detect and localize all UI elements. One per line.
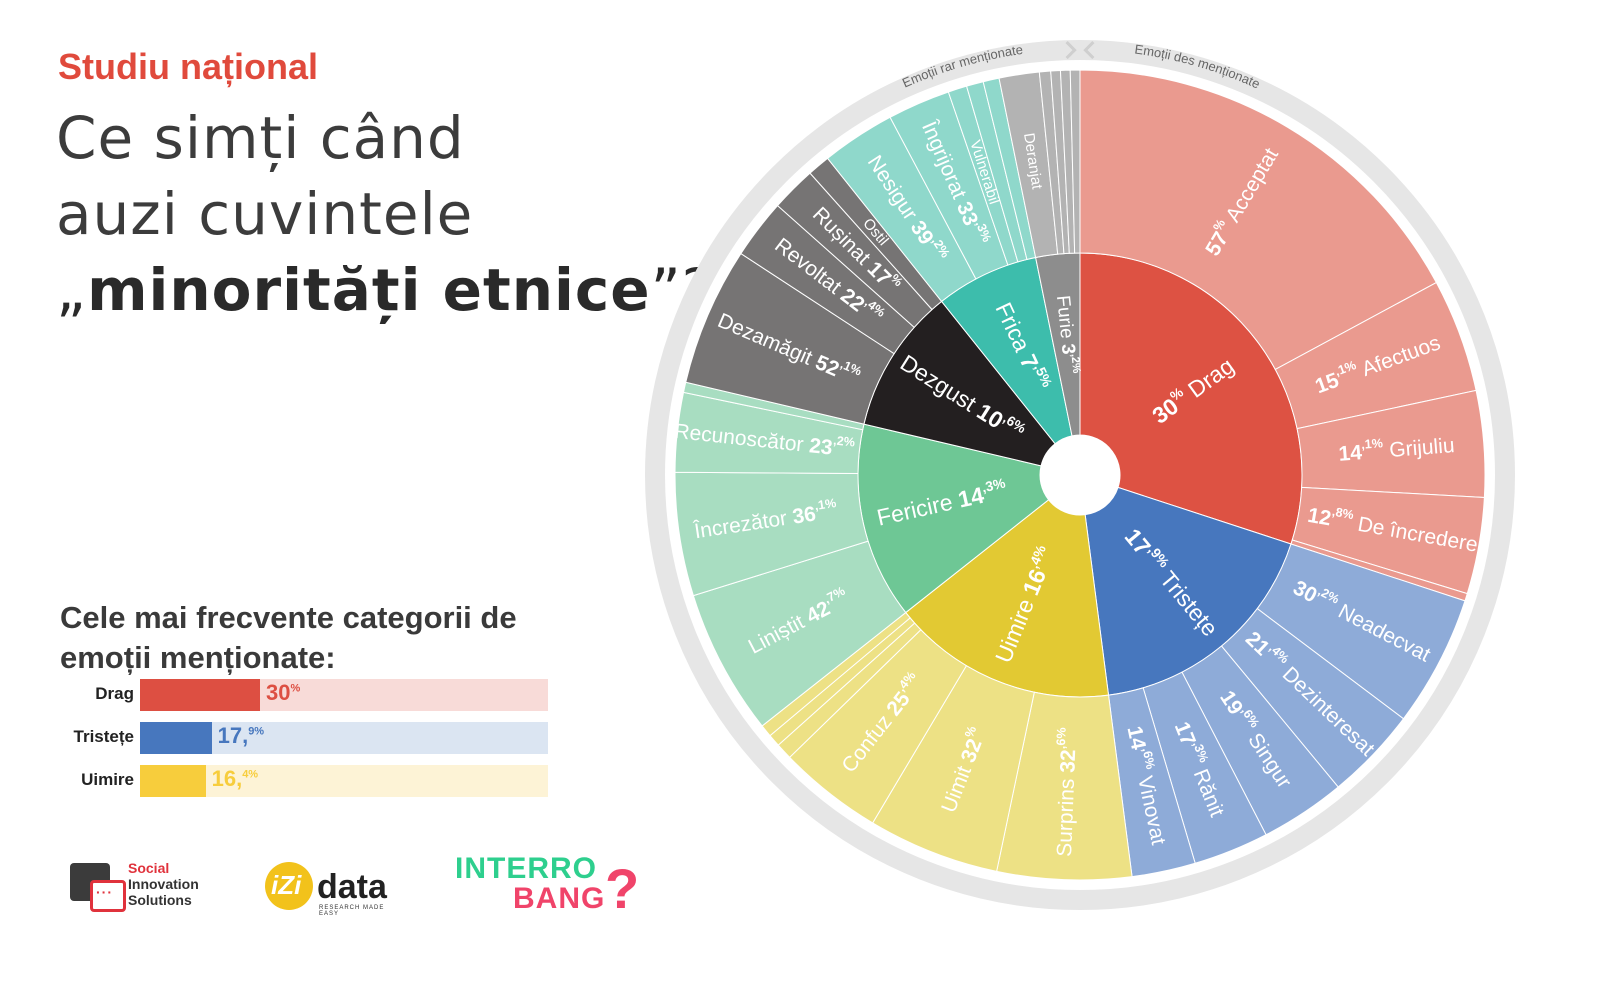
- category-label: Grijuliu: [1388, 434, 1455, 462]
- subcategory-label: Surprins 32,6%: [1050, 727, 1081, 857]
- top-category-value: 17,9%: [217, 723, 265, 748]
- subcategory-slice: [1069, 69, 1081, 254]
- value-suffix: ,3%: [980, 475, 1006, 495]
- question-open-quote: „: [56, 256, 88, 324]
- logo-text: INTERRO: [455, 852, 597, 885]
- subcategory-label: 14,1% Grijuliu: [1337, 431, 1455, 465]
- top-category-row: Tristețe 17,9%: [40, 722, 550, 754]
- social-innovation-solutions-logo: ··· Social Innovation Solutions: [68, 860, 238, 918]
- value-label: 14: [1123, 724, 1150, 752]
- arrow-right-icon: [1065, 41, 1077, 60]
- logo-tagline: RESEARCH MADE EASY: [319, 905, 385, 917]
- interrobang-logo: INTERRO BANG ?: [455, 852, 645, 920]
- value-label: 23: [808, 434, 834, 459]
- logo-text: data: [317, 868, 387, 906]
- dots-icon: ···: [96, 884, 113, 900]
- top-category-row: Drag 30%: [40, 679, 550, 711]
- speech-bubble-icon: [90, 880, 126, 912]
- value-label: 14: [956, 482, 987, 513]
- top-category-label: Drag: [95, 684, 134, 703]
- value-label: 36: [791, 502, 817, 528]
- value-suffix: ,6%: [1139, 746, 1157, 770]
- logo-text: Innovation: [128, 876, 199, 892]
- category-label-text: Furie 3,2%: [1052, 294, 1082, 375]
- subcategory-slice: [1079, 69, 1438, 371]
- study-kicker: Studiu național: [58, 46, 318, 87]
- top-category-bar: [140, 765, 206, 797]
- value-suffix: %: [962, 724, 979, 740]
- top-category-value: 30%: [266, 680, 301, 705]
- top-category-track: 30%: [140, 679, 548, 711]
- center-hole: [1040, 435, 1120, 515]
- category-label: Surprins: [1053, 772, 1079, 857]
- interrobang-icon: ?: [605, 857, 640, 920]
- value-suffix: ,1%: [814, 496, 838, 513]
- logo-text: Solutions: [128, 892, 192, 908]
- top-category-bar: [140, 722, 212, 754]
- arrow-left-icon: [1083, 41, 1095, 60]
- top-category-track: 16,4%: [140, 765, 548, 797]
- top-category-label: Uimire: [81, 770, 134, 789]
- logo-mark: iZi: [271, 870, 302, 900]
- value-label: 12: [1306, 503, 1333, 530]
- value-suffix: ,6%: [1054, 727, 1069, 749]
- question-line-2: auzi cuvintele: [56, 180, 474, 248]
- question-keyword: minorități etnice: [87, 256, 651, 324]
- logo-text: Social: [128, 860, 170, 876]
- category-label: Furie: [1052, 294, 1078, 344]
- value-label: 3: [1057, 343, 1079, 356]
- outer-ring: [645, 40, 1515, 910]
- top-category-value: 16,4%: [211, 766, 259, 791]
- top-category-row: Uimire 16,4%: [40, 765, 550, 797]
- value-label: 32: [1056, 749, 1080, 773]
- top-category-label: Tristețe: [73, 727, 134, 746]
- value-suffix: ,2%: [833, 434, 856, 450]
- value-label: 14: [1338, 441, 1363, 466]
- value-suffix: ,2%: [1068, 353, 1082, 374]
- top-category-bar: [140, 679, 260, 711]
- izi-circle-icon: [265, 862, 313, 910]
- value-suffix: ,1%: [1361, 436, 1384, 452]
- top-category-track: 17,9%: [140, 722, 548, 754]
- top-categories-title: Cele mai frecvente categorii de emoții m…: [60, 600, 517, 675]
- question-line-1: Ce simți când: [56, 104, 465, 172]
- logo-text: BANG: [513, 882, 606, 915]
- value-suffix: ,8%: [1331, 505, 1355, 523]
- izidata-logo: iZi data RESEARCH MADE EASY: [265, 858, 405, 918]
